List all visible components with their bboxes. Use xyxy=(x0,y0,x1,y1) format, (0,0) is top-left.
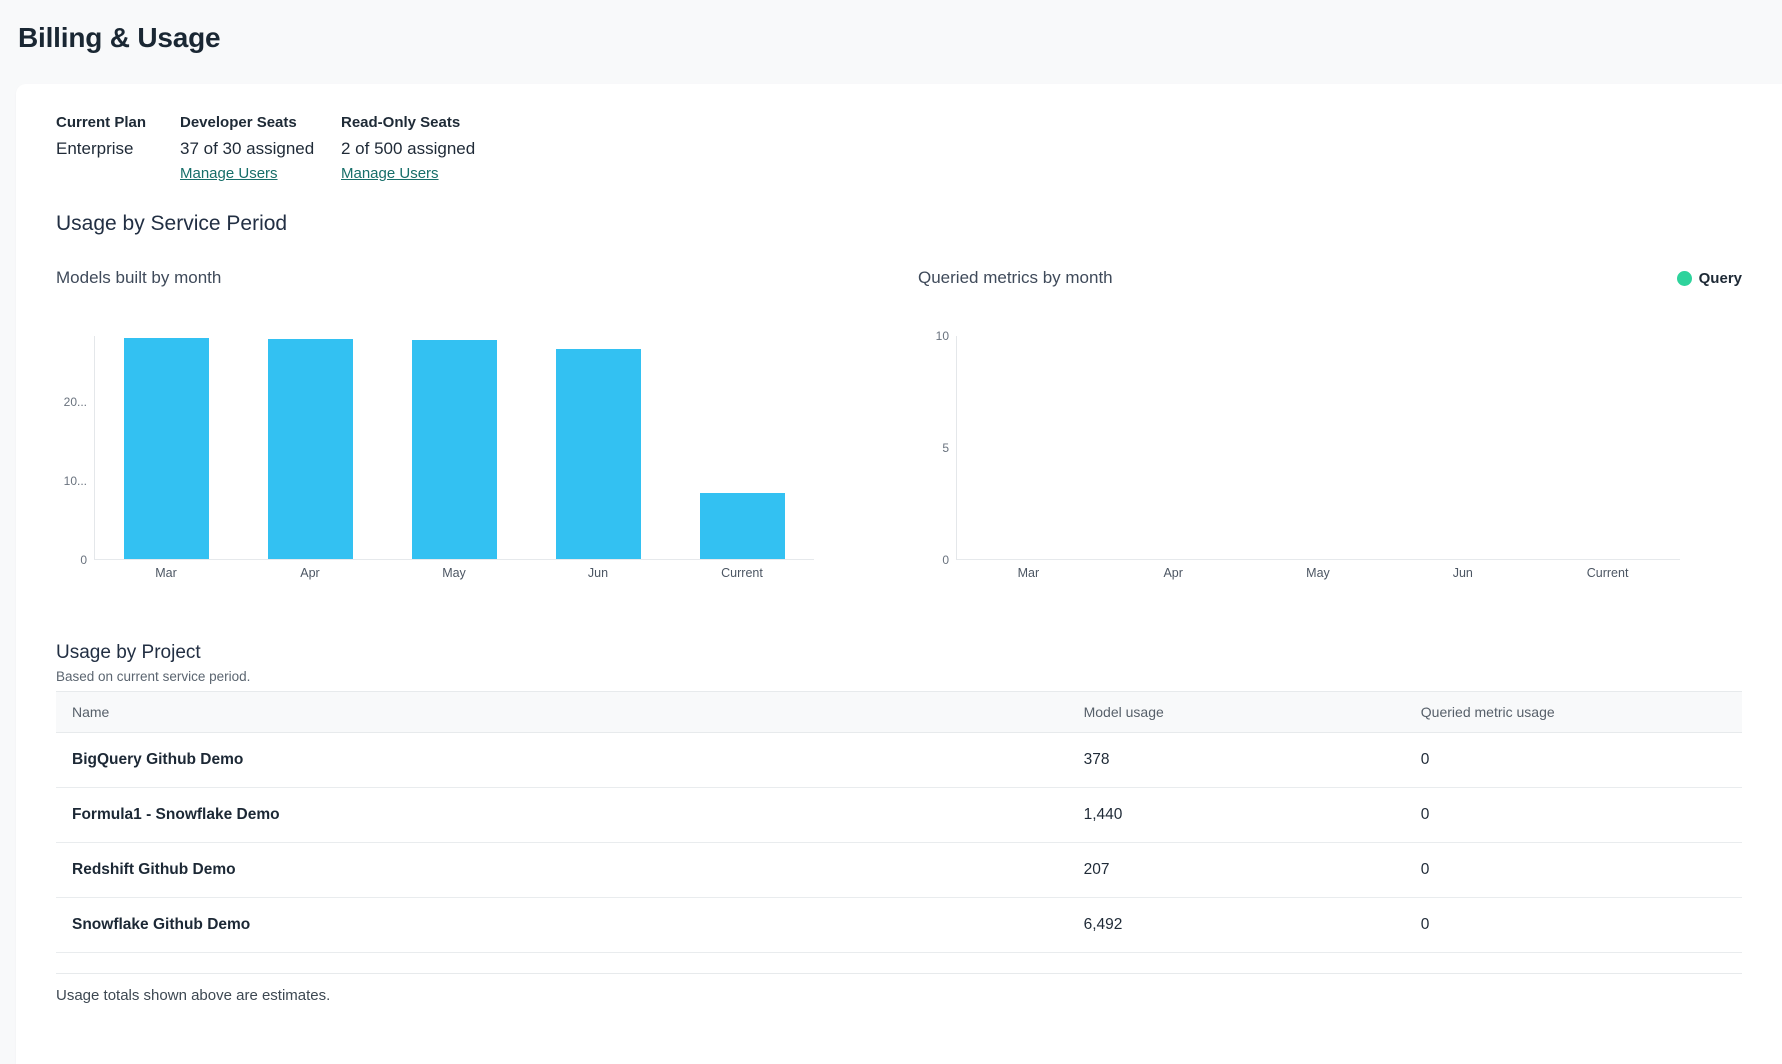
column-header-name: Name xyxy=(56,691,1068,733)
model-usage-cell: 207 xyxy=(1067,842,1405,898)
plan-summary-row: Current Plan Enterprise Developer Seats … xyxy=(56,114,1742,183)
model-usage-cell: 1,440 xyxy=(1067,787,1405,843)
bar-current xyxy=(699,492,785,559)
queried-metric-usage-cell: 0 xyxy=(1404,787,1742,843)
manage-users-link-readonly[interactable]: Manage Users xyxy=(341,165,439,182)
queried-metric-usage-cell: 0 xyxy=(1404,732,1742,788)
bar-jun xyxy=(555,348,641,559)
usage-by-project-section: Usage by Project Based on current servic… xyxy=(56,642,1742,1004)
x-axis-label: Current xyxy=(721,566,763,580)
developer-seats-column: Developer Seats 37 of 30 assigned Manage… xyxy=(180,114,341,183)
bar-may xyxy=(411,339,497,559)
bar-slot xyxy=(383,336,527,559)
current-plan-column: Current Plan Enterprise xyxy=(56,114,180,183)
current-plan-value: Enterprise xyxy=(56,139,134,158)
developer-seats-value: 37 of 30 assigned xyxy=(180,139,315,158)
queried-metrics-y-axis: 10 5 0 xyxy=(918,329,956,567)
queried-metric-usage-cell: 0 xyxy=(1404,897,1742,953)
y-tick-label: 20... xyxy=(63,394,87,409)
page-title: Billing & Usage xyxy=(18,22,221,53)
bar-slot xyxy=(1391,336,1536,559)
models-built-y-axis: 20... 10... 0 xyxy=(56,336,94,567)
bar-slot xyxy=(957,336,1102,559)
x-axis-label: Apr xyxy=(1163,566,1183,580)
usage-by-project-subheading: Based on current service period. xyxy=(56,669,251,684)
models-built-chart-plot-area: 20... 10... 0 xyxy=(56,336,814,567)
table-row: Redshift Github Demo 207 0 xyxy=(56,842,1742,898)
queried-metrics-x-axis: Mar Apr May Jun Current xyxy=(956,566,1680,580)
project-name-cell: BigQuery Github Demo xyxy=(56,732,1068,788)
models-built-chart-title: Models built by month xyxy=(56,268,222,287)
bar-slot xyxy=(95,336,239,559)
x-axis-label: Jun xyxy=(587,566,609,580)
bar-slot xyxy=(526,336,670,559)
usage-section-heading: Usage by Service Period xyxy=(56,212,288,235)
query-legend-dot-icon xyxy=(1676,270,1692,286)
manage-users-link-developer[interactable]: Manage Users xyxy=(180,165,278,182)
project-name-cell: Redshift Github Demo xyxy=(56,842,1068,898)
footer-divider xyxy=(56,973,1742,974)
models-built-plot xyxy=(94,336,814,560)
column-header-model-usage: Model usage xyxy=(1067,691,1405,733)
model-usage-cell: 6,492 xyxy=(1067,897,1405,953)
usage-footnote: Usage totals shown above are estimates. xyxy=(56,987,331,1004)
bar-apr xyxy=(268,339,354,559)
queried-metrics-chart-plot-area: 10 5 0 xyxy=(918,329,1742,567)
x-axis-label: Jun xyxy=(1452,566,1473,580)
bar-slot xyxy=(239,336,383,559)
bar-slot xyxy=(1102,336,1247,559)
query-legend-label: Query xyxy=(1698,269,1742,287)
y-tick-label: 10 xyxy=(935,329,949,343)
column-header-queried-metric-usage: Queried metric usage xyxy=(1404,691,1742,733)
y-tick-label: 5 xyxy=(942,441,949,455)
bar-slot xyxy=(1535,336,1680,559)
developer-seats-label: Developer Seats xyxy=(180,114,297,131)
bar-slot xyxy=(670,336,814,559)
models-built-x-axis: Mar Apr May Jun Current xyxy=(94,566,814,580)
project-name-cell: Formula1 - Snowflake Demo xyxy=(56,787,1068,843)
y-tick-label: 10... xyxy=(63,473,87,488)
x-axis-label: Current xyxy=(1586,566,1629,580)
bar-slot xyxy=(1246,336,1391,559)
x-axis-label: Mar xyxy=(155,566,177,580)
chart-legend: Query xyxy=(1676,269,1742,287)
x-axis-label: Apr xyxy=(300,566,320,580)
current-plan-label: Current Plan xyxy=(56,114,147,131)
x-axis-label: May xyxy=(1306,566,1330,580)
readonly-seats-value: 2 of 500 assigned xyxy=(341,139,476,158)
y-tick-label: 0 xyxy=(80,553,87,567)
bar-mar xyxy=(124,338,210,559)
usage-by-project-heading: Usage by Project xyxy=(56,642,201,663)
usage-table-body: BigQuery Github Demo 378 0 Formula1 - Snowf… xyxy=(56,732,1742,953)
readonly-seats-label: Read-Only Seats xyxy=(341,114,461,131)
page-header: Billing & Usage xyxy=(0,0,1782,84)
table-row: Snowflake Github Demo 6,492 0 xyxy=(56,897,1742,953)
billing-card: Current Plan Enterprise Developer Seats … xyxy=(16,84,1782,1064)
table-row: Formula1 - Snowflake Demo 1,440 0 xyxy=(56,787,1742,843)
queried-metrics-chart-title-row: Queried metrics by month Query xyxy=(918,268,1742,288)
usage-table: Name Model usage Queried metric usage Bi… xyxy=(56,691,1742,953)
project-name-cell: Snowflake Github Demo xyxy=(56,897,1068,953)
queried-metrics-chart: Queried metrics by month Query 10 5 0 Mar A… xyxy=(918,268,1742,580)
queried-metrics-chart-title: Queried metrics by month xyxy=(918,268,1113,287)
models-built-chart-title-row: Models built by month xyxy=(56,268,814,288)
queried-metrics-plot xyxy=(956,336,1680,560)
x-axis-label: May xyxy=(442,566,466,580)
x-axis-label: Mar xyxy=(1017,566,1040,580)
models-built-chart: Models built by month 20... 10... 0 Mar Apr… xyxy=(56,268,814,580)
readonly-seats-column: Read-Only Seats 2 of 500 assigned Manage… xyxy=(341,114,475,183)
usage-table-header: Name Model usage Queried metric usage xyxy=(56,691,1742,733)
charts-row: Models built by month 20... 10... 0 Mar Apr… xyxy=(56,268,1742,580)
y-tick-label: 0 xyxy=(942,553,949,567)
model-usage-cell: 378 xyxy=(1067,732,1405,788)
queried-metric-usage-cell: 0 xyxy=(1404,842,1742,898)
table-row: BigQuery Github Demo 378 0 xyxy=(56,732,1742,788)
